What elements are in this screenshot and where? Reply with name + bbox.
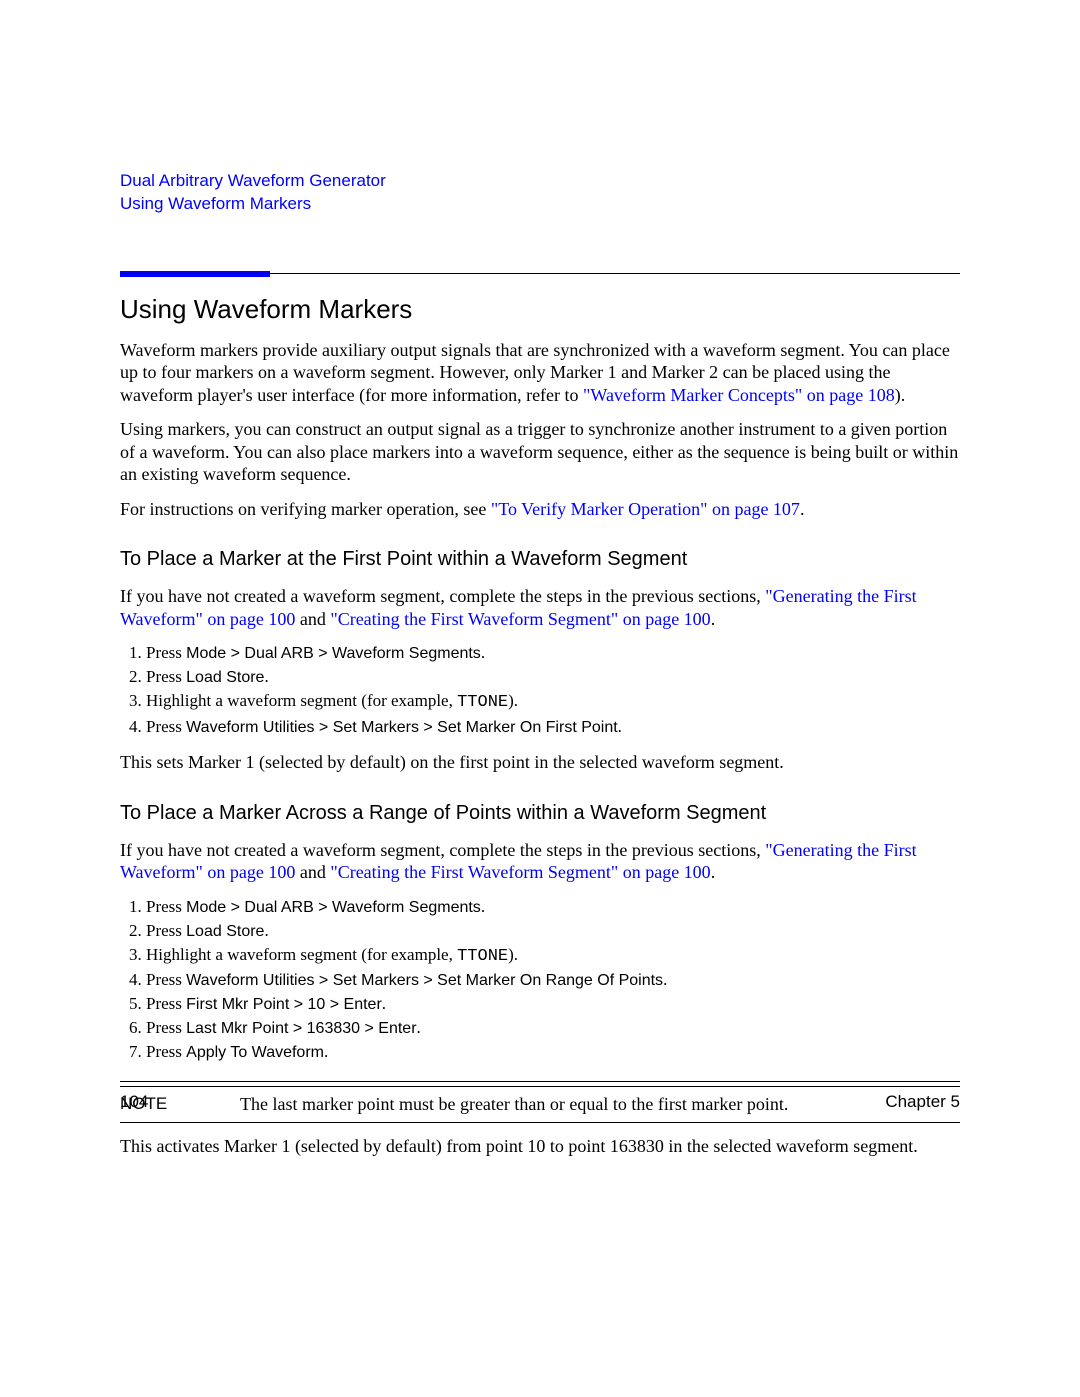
text: If you have not created a waveform segme… xyxy=(120,840,765,860)
text: . xyxy=(800,499,805,519)
accent-rule xyxy=(120,271,270,277)
text: If you have not created a waveform segme… xyxy=(120,586,765,606)
text: Press xyxy=(146,994,186,1013)
ui-path: Load Store xyxy=(186,669,264,686)
ui-path: First Mkr Point > 10 > Enter xyxy=(186,996,382,1013)
page-footer: 104 Chapter 5 xyxy=(120,1081,960,1112)
text: ). xyxy=(895,385,906,405)
text: . xyxy=(264,921,268,940)
ui-path: Mode > Dual ARB > Waveform Segments xyxy=(186,899,481,916)
ui-path: Load Store xyxy=(186,923,264,940)
text: . xyxy=(711,862,716,882)
section-rule xyxy=(120,273,960,274)
sub2-intro: If you have not created a waveform segme… xyxy=(120,839,960,884)
text: and xyxy=(295,609,330,629)
step: Press Load Store. xyxy=(146,920,960,943)
sub1-steps: Press Mode > Dual ARB > Waveform Segment… xyxy=(120,642,960,739)
text: . xyxy=(711,609,716,629)
xref-creating-first-segment[interactable]: "Creating the First Waveform Segment" on… xyxy=(330,862,710,882)
step: Press Load Store. xyxy=(146,666,960,689)
subsection-title-2: To Place a Marker Across a Range of Poin… xyxy=(120,802,960,825)
sub1-intro: If you have not created a waveform segme… xyxy=(120,585,960,630)
step: Press Waveform Utilities > Set Markers >… xyxy=(146,969,960,992)
text: Press xyxy=(146,970,186,989)
xref-marker-concepts[interactable]: "Waveform Marker Concepts" on page 108 xyxy=(583,385,895,405)
text: Press xyxy=(146,667,186,686)
page-content: Dual Arbitrary Waveform Generator Using … xyxy=(0,0,1080,1157)
subsection-title-1: To Place a Marker at the First Point wit… xyxy=(120,548,960,571)
text: ). xyxy=(508,691,518,710)
step: Highlight a waveform segment (for exampl… xyxy=(146,944,960,969)
text: . xyxy=(618,717,622,736)
step: Press Waveform Utilities > Set Markers >… xyxy=(146,716,960,739)
running-header: Dual Arbitrary Waveform Generator Using … xyxy=(120,170,960,216)
text: . xyxy=(663,970,667,989)
chapter-label: Chapter 5 xyxy=(885,1092,960,1112)
text: Press xyxy=(146,1018,186,1037)
step: Press Apply To Waveform. xyxy=(146,1041,960,1064)
text: Press xyxy=(146,1042,186,1061)
text: Highlight a waveform segment (for exampl… xyxy=(146,691,457,710)
text: Press xyxy=(146,897,186,916)
step: Highlight a waveform segment (for exampl… xyxy=(146,690,960,715)
step: Press Mode > Dual ARB > Waveform Segment… xyxy=(146,896,960,919)
sub2-outro: This activates Marker 1 (selected by def… xyxy=(120,1135,960,1158)
text: . xyxy=(481,643,485,662)
code-text: TTONE xyxy=(457,693,508,712)
text: . xyxy=(481,897,485,916)
header-line-2: Using Waveform Markers xyxy=(120,193,960,216)
intro-paragraph-2: Using markers, you can construct an outp… xyxy=(120,418,960,486)
section-title: Using Waveform Markers xyxy=(120,294,960,325)
xref-verify-marker[interactable]: "To Verify Marker Operation" on page 107 xyxy=(491,499,800,519)
xref-creating-first-segment[interactable]: "Creating the First Waveform Segment" on… xyxy=(330,609,710,629)
sub2-steps: Press Mode > Dual ARB > Waveform Segment… xyxy=(120,896,960,1065)
step: Press First Mkr Point > 10 > Enter. xyxy=(146,993,960,1016)
ui-path: Waveform Utilities > Set Markers > Set M… xyxy=(186,719,618,736)
text: Press xyxy=(146,643,186,662)
text: Press xyxy=(146,717,186,736)
ui-path: Apply To Waveform xyxy=(186,1044,324,1061)
text: . xyxy=(382,994,386,1013)
text: ). xyxy=(508,945,518,964)
intro-paragraph-1: Waveform markers provide auxiliary outpu… xyxy=(120,339,960,407)
text: . xyxy=(417,1018,421,1037)
code-text: TTONE xyxy=(457,947,508,966)
text: . xyxy=(264,667,268,686)
step: Press Last Mkr Point > 163830 > Enter. xyxy=(146,1017,960,1040)
text: Press xyxy=(146,921,186,940)
text: and xyxy=(295,862,330,882)
sub1-outro: This sets Marker 1 (selected by default)… xyxy=(120,751,960,774)
text: For instructions on verifying marker ope… xyxy=(120,499,491,519)
intro-paragraph-3: For instructions on verifying marker ope… xyxy=(120,498,960,521)
page-number: 104 xyxy=(120,1092,148,1112)
ui-path: Mode > Dual ARB > Waveform Segments xyxy=(186,645,481,662)
header-line-1: Dual Arbitrary Waveform Generator xyxy=(120,170,960,193)
ui-path: Waveform Utilities > Set Markers > Set M… xyxy=(186,972,663,989)
ui-path: Last Mkr Point > 163830 > Enter xyxy=(186,1020,416,1037)
step: Press Mode > Dual ARB > Waveform Segment… xyxy=(146,642,960,665)
text: Highlight a waveform segment (for exampl… xyxy=(146,945,457,964)
text: . xyxy=(324,1042,328,1061)
